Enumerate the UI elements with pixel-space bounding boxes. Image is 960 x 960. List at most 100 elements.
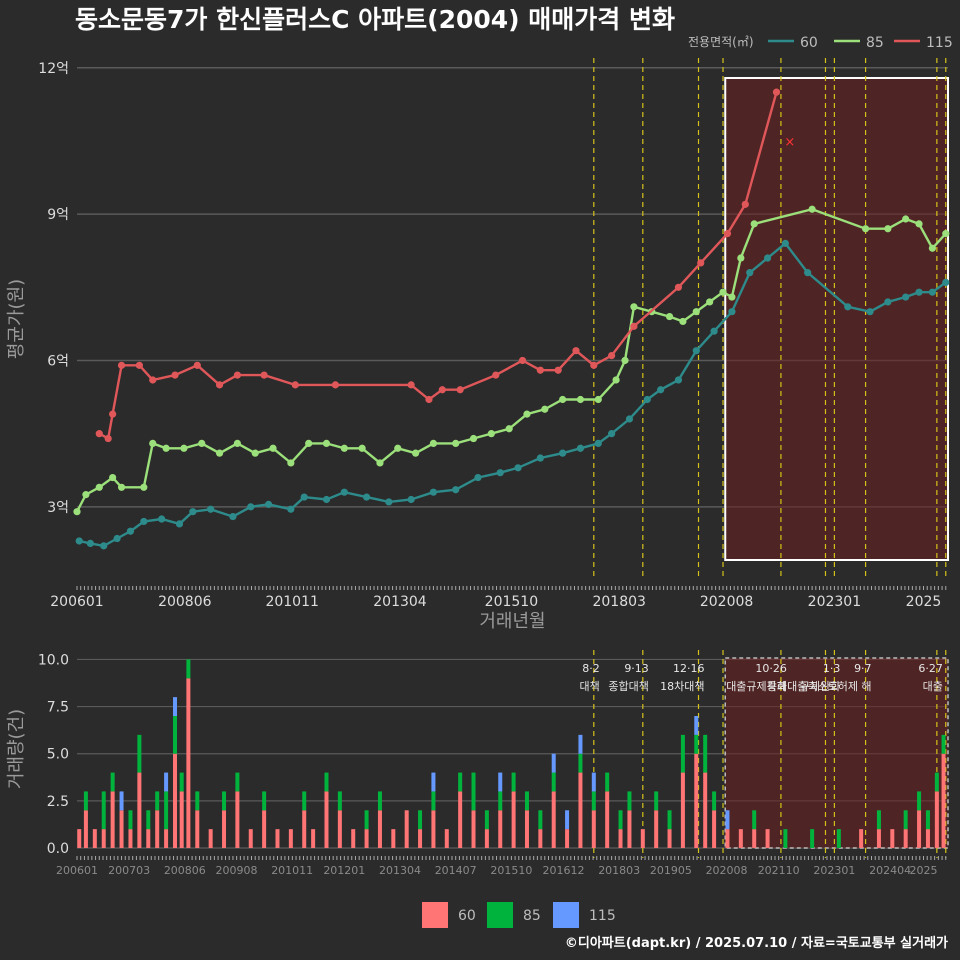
chart-title: 동소문동7가 한신플러스C 아파트(2004) 매매가격 변화 [75, 5, 675, 34]
x-tick-label: 200806 [164, 864, 206, 877]
x-marker: × [784, 135, 795, 150]
data-point-60 [576, 444, 585, 452]
data-point-60 [340, 488, 348, 496]
volume-bar-60 [391, 829, 396, 848]
x-tick-label: 201803 [598, 864, 640, 877]
volume-bar-60 [458, 791, 463, 848]
volume-bar-60 [222, 810, 227, 848]
volume-bar-60 [101, 829, 106, 848]
policy-label: 특례대출축소토허제 해 [767, 679, 872, 693]
data-point-60 [625, 415, 634, 423]
policy-label: 종합대책 [608, 680, 648, 693]
volume-bar-60 [444, 829, 449, 848]
volume-bar-85 [137, 734, 142, 773]
legend-swatch-60 [422, 902, 448, 928]
volume-bar-85 [302, 791, 307, 811]
volume-bar-60 [262, 810, 267, 848]
volume-bar-85 [110, 772, 115, 792]
volume-bar-85 [876, 810, 881, 830]
data-point-85 [915, 220, 923, 228]
data-point-85 [469, 434, 478, 443]
data-point-85 [180, 444, 188, 452]
x-tick-label: 2025 [909, 864, 937, 877]
data-point-85 [861, 225, 870, 233]
data-point-85 [322, 439, 331, 448]
x-tick-label: 201905 [650, 864, 692, 877]
data-point-60 [362, 493, 371, 501]
data-point-115 [536, 366, 544, 374]
volume-bar-85 [917, 791, 922, 811]
data-point-85 [251, 449, 259, 457]
data-point-115 [723, 230, 732, 238]
data-point-60 [113, 534, 121, 543]
legend-label-60: 60 [800, 35, 818, 51]
x-tick-label: 201407 [435, 864, 477, 877]
volume-bar-85 [498, 791, 503, 811]
data-point-60 [140, 517, 148, 526]
data-point-60 [75, 537, 83, 545]
volume-bar-85 [484, 810, 489, 830]
volume-bar-60 [934, 791, 939, 848]
volume-bar-85 [578, 753, 583, 773]
policy-label: 대출 [923, 680, 943, 693]
data-point-85 [728, 293, 736, 301]
volume-bar-60 [941, 753, 946, 848]
volume-bar-85 [524, 791, 529, 811]
data-point-85 [706, 298, 714, 306]
x-tick-label: 200601 [56, 864, 98, 877]
data-point-85 [411, 449, 420, 457]
data-point-60 [126, 527, 135, 535]
volume-bar-60 [431, 810, 436, 848]
x-tick-label: 201304 [373, 594, 427, 610]
volume-bar-60 [195, 810, 200, 848]
volume-bar-85 [551, 772, 556, 792]
data-point-115 [215, 381, 224, 389]
volume-bar-chart: 0.0 2.5 5.0 7.5 10.0 8·2 대책 9·13 종합대책 12·16 18차대책 1… [6, 650, 949, 877]
volume-bar-60 [876, 829, 881, 848]
data-point-85 [750, 220, 758, 228]
data-point-60 [746, 269, 754, 277]
data-point-85 [719, 288, 727, 296]
x-axis-title: 거래년월 [479, 611, 545, 632]
volume-bar-60 [110, 791, 115, 848]
volume-bar-115 [565, 810, 570, 830]
data-point-115 [438, 386, 446, 394]
volume-bar-60 [471, 810, 476, 848]
data-point-115 [407, 381, 415, 389]
data-point-60 [844, 303, 852, 311]
data-point-60 [559, 449, 567, 457]
volume-bar-85 [712, 791, 717, 811]
data-point-60 [407, 495, 415, 504]
legend-title: 전용면적(㎡) [688, 35, 754, 49]
volume-bar-60 [627, 810, 632, 848]
y-axis-title: 평균가(원) [6, 279, 27, 359]
volume-bar-60 [186, 678, 191, 848]
volume-bar-60 [275, 829, 280, 848]
data-point-60 [915, 288, 923, 296]
volume-bar-85 [222, 791, 227, 811]
volume-bar-85 [680, 734, 685, 773]
volume-bar-85 [377, 791, 382, 811]
data-point-85 [452, 439, 460, 448]
data-point-60 [496, 469, 504, 477]
data-point-85 [679, 317, 687, 326]
data-point-85 [942, 230, 950, 238]
volume-bar-60 [640, 829, 645, 848]
price-legend: 전용면적(㎡) 60 85 115 [688, 35, 953, 51]
volume-bar-60 [146, 829, 151, 848]
data-point-115 [135, 361, 143, 369]
volume-bar-85 [511, 772, 516, 792]
volume-bar-85 [364, 810, 369, 830]
data-point-115 [171, 371, 179, 379]
highlight-box [724, 657, 949, 849]
data-point-115 [260, 371, 268, 379]
data-point-115 [104, 434, 112, 443]
volume-bar-115 [431, 772, 436, 792]
data-point-60 [608, 430, 616, 438]
y-tick-label: 5.0 [47, 747, 69, 763]
volume-bar-85 [836, 829, 841, 848]
volume-bar-60 [248, 829, 253, 848]
x-tick-label: 202008 [700, 594, 753, 610]
footer-credit: ©디아파트(dapt.kr) / 2025.07.10 / 자료=국토교통부 실… [565, 935, 948, 951]
